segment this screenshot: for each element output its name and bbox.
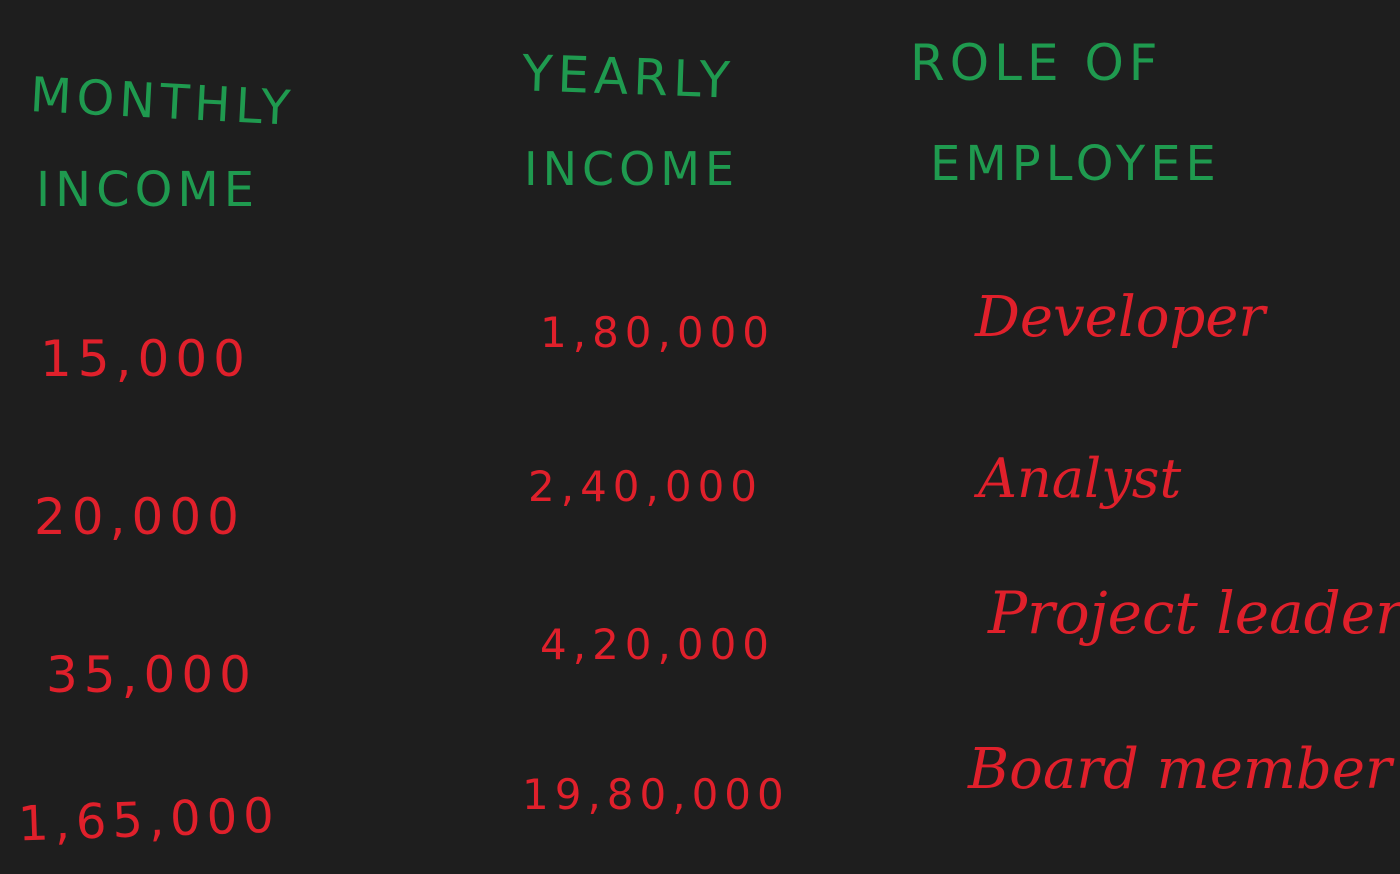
header-monthly-line1: MONTHLY [28,67,297,137]
yearly-income-value: 2,40,000 [528,462,764,511]
monthly-income-value: 1,65,000 [17,787,281,853]
header-monthly-line2: INCOME [36,162,260,218]
employee-role: Board member [968,737,1392,802]
yearly-income-value: 4,20,000 [540,620,776,669]
monthly-income-value: 20,000 [34,488,245,546]
yearly-income-value: 1,80,000 [540,308,776,357]
employee-role: Analyst [978,447,1182,510]
header-role-line1: ROLE OF [910,34,1163,92]
header-yearly-line1: YEARLY [521,44,736,110]
monthly-income-value: 15,000 [40,330,251,388]
header-yearly-line2: INCOME [524,142,740,196]
yearly-income-value: 19,80,000 [522,770,790,819]
monthly-income-value: 35,000 [46,646,257,704]
employee-role: Project leader [988,579,1400,647]
employee-role: Developer [975,285,1266,350]
header-role-line2: EMPLOYEE [930,136,1221,192]
